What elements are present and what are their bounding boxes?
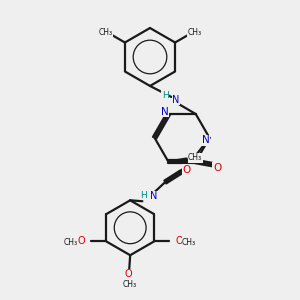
Text: H: H: [162, 91, 169, 100]
Text: O: O: [213, 163, 221, 173]
Text: CH₃: CH₃: [63, 238, 77, 247]
Text: CH₃: CH₃: [122, 280, 136, 289]
Text: N: N: [202, 135, 210, 145]
Text: CH₃: CH₃: [182, 238, 196, 247]
Text: O: O: [182, 165, 191, 175]
Text: O: O: [175, 236, 183, 247]
Text: CH₃: CH₃: [187, 28, 201, 37]
Text: CH₃: CH₃: [188, 153, 202, 162]
Text: N: N: [161, 106, 169, 117]
Text: N: N: [172, 95, 180, 105]
Text: CH₃: CH₃: [99, 28, 113, 37]
Text: N: N: [150, 191, 157, 201]
Text: O: O: [125, 269, 133, 279]
Text: H: H: [140, 190, 147, 200]
Text: O: O: [78, 236, 85, 247]
